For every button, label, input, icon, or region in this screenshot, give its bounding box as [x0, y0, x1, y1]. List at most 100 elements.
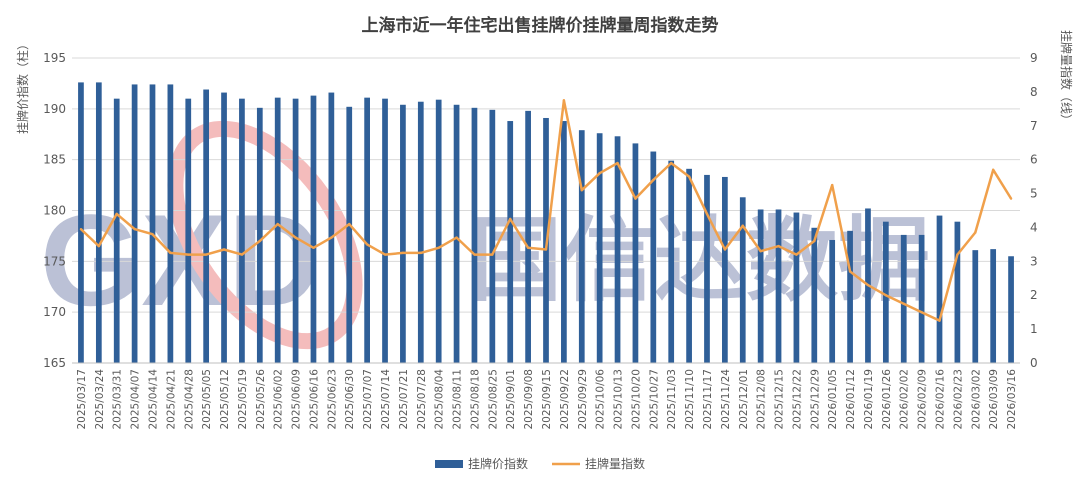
x-tick-label: 2025/09/29 [577, 369, 589, 430]
legend-swatch-bar [435, 460, 463, 468]
bar-2026/01/05 [829, 239, 836, 363]
x-tick-label: 2025/08/11 [452, 369, 464, 430]
line-point-2025/10/13 [616, 161, 619, 165]
bar-2025/07/28 [417, 101, 424, 363]
left-tick-label: 175 [43, 254, 66, 268]
bar-series-price-index [78, 82, 1014, 364]
x-tick-label: 2025/12/08 [756, 369, 768, 430]
x-tick-label: 2025/06/30 [344, 369, 356, 430]
x-tick-label: 2026/02/23 [952, 369, 964, 430]
bar-2026/03/02 [972, 250, 979, 363]
line-point-2025/06/30 [348, 222, 351, 226]
line-point-2025/11/03 [670, 161, 673, 165]
line-point-2025/11/17 [705, 212, 709, 216]
line-point-2025/04/21 [169, 251, 172, 255]
line-point-2026/01/19 [866, 283, 870, 287]
right-tick-label: 3 [1030, 254, 1038, 268]
left-tick-label: 195 [43, 51, 66, 65]
left-tick-label: 170 [43, 305, 66, 319]
bar-2025/09/08 [525, 110, 531, 363]
bar-2026/02/02 [900, 234, 907, 363]
x-tick-label: 2025/05/05 [201, 369, 213, 430]
line-point-2025/10/20 [634, 197, 637, 200]
x-tick-label: 2025/12/22 [791, 369, 803, 430]
bar-2025/06/02 [274, 97, 281, 364]
left-tick-label: 185 [43, 153, 66, 167]
line-point-2025/09/15 [544, 248, 548, 251]
bar-2025/04/28 [185, 98, 192, 364]
x-tick-label: 2026/01/12 [845, 369, 857, 430]
bar-2026/01/26 [882, 221, 889, 363]
x-tick-label: 2025/10/27 [648, 369, 660, 430]
line-point-2026/02/23 [956, 253, 959, 256]
bar-2025/06/09 [292, 98, 299, 364]
line-point-2025/10/27 [652, 178, 655, 182]
chart-title: 上海市近一年住宅出售挂牌价挂牌量周指数走势 [362, 15, 719, 36]
bar-2025/12/22 [793, 212, 800, 363]
right-tick-label: 4 [1030, 220, 1038, 234]
line-point-2026/03/16 [1009, 197, 1013, 200]
line-point-2026/03/09 [991, 168, 995, 172]
line-point-2026/02/16 [938, 319, 941, 322]
line-point-2025/12/29 [813, 239, 816, 243]
bar-2025/04/14 [149, 84, 156, 363]
x-tick-label: 2025/11/03 [666, 369, 678, 430]
bar-2025/03/31 [113, 98, 120, 364]
bar-2025/04/21 [167, 84, 174, 363]
line-point-2025/08/18 [473, 253, 476, 256]
line-point-2025/05/19 [240, 253, 244, 256]
x-tick-label: 2025/03/17 [76, 369, 88, 430]
bar-2026/03/16 [1008, 256, 1014, 363]
x-tick-label: 2025/04/07 [130, 369, 142, 430]
x-tick-label: 2025/10/20 [630, 369, 642, 430]
line-point-2026/01/05 [830, 183, 834, 187]
x-tick-label: 2026/02/02 [899, 369, 911, 430]
bar-2026/02/23 [954, 221, 961, 363]
x-tick-label: 2025/10/13 [613, 369, 625, 430]
bar-2025/06/23 [328, 92, 335, 364]
left-tick-label: 190 [43, 102, 66, 116]
x-tick-label: 2025/03/24 [94, 369, 106, 430]
x-tick-label: 2025/09/15 [541, 369, 553, 430]
line-point-2025/07/28 [419, 251, 422, 255]
x-tick-label: 2025/07/07 [362, 369, 374, 430]
x-tick-label: 2026/02/16 [935, 369, 947, 430]
right-tick-label: 7 [1030, 119, 1038, 133]
x-tick-label: 2025/07/14 [380, 369, 392, 430]
bar-2025/08/25 [489, 109, 496, 363]
line-point-2025/10/06 [598, 172, 601, 175]
x-tick-label: 2025/11/17 [702, 369, 714, 430]
right-tick-label: 6 [1030, 153, 1038, 167]
bar-2025/05/26 [256, 107, 263, 363]
line-point-2026/03/02 [974, 231, 977, 234]
line-point-2026/02/02 [902, 302, 905, 305]
line-point-2025/07/14 [383, 253, 387, 256]
x-tick-label: 2026/01/05 [827, 369, 839, 430]
line-point-2026/01/26 [884, 294, 888, 297]
line-point-2025/09/22 [562, 99, 566, 102]
bar-2025/12/29 [811, 227, 818, 363]
bar-2025/03/17 [78, 82, 84, 364]
x-tick-label: 2026/03/16 [1006, 369, 1018, 430]
line-point-2025/09/08 [526, 246, 530, 249]
x-tick-label: 2025/12/01 [738, 369, 750, 430]
bar-2025/09/22 [561, 121, 567, 364]
bar-2025/05/05 [203, 89, 210, 364]
bar-2025/08/18 [471, 107, 478, 363]
line-point-2025/06/23 [330, 236, 333, 239]
line-point-2025/09/01 [509, 217, 512, 221]
x-tick-label: 2025/05/12 [219, 369, 231, 430]
x-tick-label: 2025/04/21 [165, 369, 177, 430]
line-point-2025/08/25 [491, 253, 494, 256]
line-point-2025/07/07 [365, 243, 369, 246]
right-tick-label: 9 [1030, 51, 1038, 65]
line-point-2026/02/09 [920, 310, 923, 314]
line-point-2025/12/22 [795, 253, 798, 256]
x-tick-label: 2025/09/22 [559, 369, 571, 430]
line-point-2025/06/02 [276, 222, 279, 226]
line-point-2025/12/08 [759, 249, 762, 253]
x-tick-label: 2025/09/08 [523, 369, 535, 430]
x-tick-label: 2025/08/04 [434, 369, 446, 430]
bar-2025/05/19 [239, 98, 245, 364]
